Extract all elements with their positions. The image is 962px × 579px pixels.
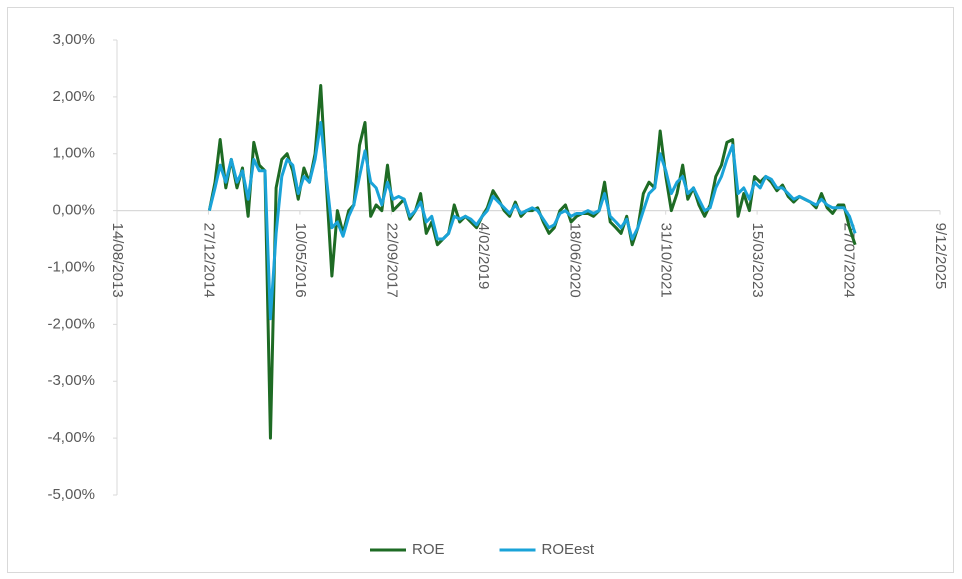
x-tick-label: 15/03/2023: [749, 223, 766, 298]
x-tick-label: 27/07/2024: [841, 223, 858, 298]
legend-label: ROEest: [542, 541, 595, 558]
data-line: [207, 84, 857, 440]
x-tick-label: 10/05/2016: [292, 223, 309, 298]
x-tick-label: 31/10/2021: [658, 223, 675, 298]
y-tick-label: -1,00%: [47, 258, 95, 275]
y-tick-label: 1,00%: [52, 145, 95, 162]
y-tick-label: 0,00%: [52, 202, 95, 219]
y-tick-label: -4,00%: [47, 429, 95, 446]
data-line: [207, 120, 857, 321]
y-tick-label: -2,00%: [47, 315, 95, 332]
y-tick-label: 3,00%: [52, 31, 95, 48]
x-tick-label: 18/06/2020: [566, 223, 583, 298]
y-tick-label: 2,00%: [52, 88, 95, 105]
x-tick-label: 9/12/2025: [932, 223, 949, 290]
legend-label: ROE: [412, 541, 445, 558]
x-tick-label: 22/09/2017: [383, 223, 400, 298]
y-tick-label: -3,00%: [47, 372, 95, 389]
chart-border: [7, 7, 954, 573]
x-tick-label: 14/08/2013: [109, 223, 126, 298]
x-tick-label: 27/12/2014: [200, 223, 217, 298]
y-tick-label: -5,00%: [47, 486, 95, 503]
x-tick-label: 4/02/2019: [475, 223, 492, 290]
